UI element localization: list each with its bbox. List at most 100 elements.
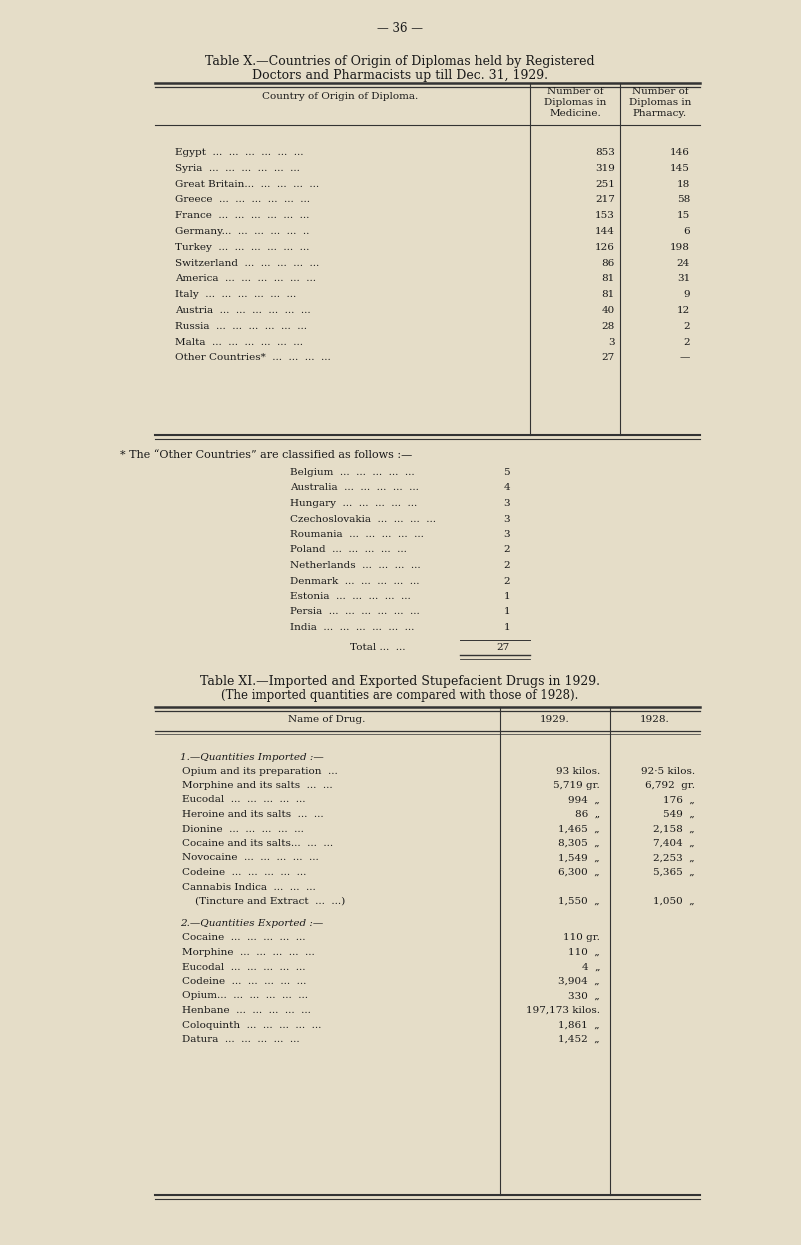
Text: 24: 24 xyxy=(677,259,690,268)
Text: 853: 853 xyxy=(595,148,615,157)
Text: 27: 27 xyxy=(497,642,510,651)
Text: 549  „: 549 „ xyxy=(663,810,695,819)
Text: Codeine  ...  ...  ...  ...  ...: Codeine ... ... ... ... ... xyxy=(182,868,306,876)
Text: — 36 —: — 36 — xyxy=(377,22,423,35)
Text: Table XI.—Imported and Exported Stupefacient Drugs in 1929.: Table XI.—Imported and Exported Stupefac… xyxy=(200,675,600,687)
Text: 1,549  „: 1,549 „ xyxy=(558,854,600,863)
Text: 92·5 kilos.: 92·5 kilos. xyxy=(641,767,695,776)
Text: Datura  ...  ...  ...  ...  ...: Datura ... ... ... ... ... xyxy=(182,1035,300,1045)
Text: India  ...  ...  ...  ...  ...  ...: India ... ... ... ... ... ... xyxy=(290,622,414,632)
Text: 2,253  „: 2,253 „ xyxy=(654,854,695,863)
Text: 3,904  „: 3,904 „ xyxy=(558,977,600,986)
Text: Eucodal  ...  ...  ...  ...  ...: Eucodal ... ... ... ... ... xyxy=(182,796,305,804)
Text: France  ...  ...  ...  ...  ...  ...: France ... ... ... ... ... ... xyxy=(175,212,309,220)
Text: Poland  ...  ...  ...  ...  ...: Poland ... ... ... ... ... xyxy=(290,545,407,554)
Text: 2,158  „: 2,158 „ xyxy=(654,824,695,833)
Text: Syria  ...  ...  ...  ...  ...  ...: Syria ... ... ... ... ... ... xyxy=(175,164,300,173)
Text: 86  „: 86 „ xyxy=(575,810,600,819)
Text: 3: 3 xyxy=(609,337,615,346)
Text: Czechoslovakia  ...  ...  ...  ...: Czechoslovakia ... ... ... ... xyxy=(290,514,436,523)
Text: 217: 217 xyxy=(595,195,615,204)
Text: 1: 1 xyxy=(503,622,510,632)
Text: 1,550  „: 1,550 „ xyxy=(558,896,600,906)
Text: Codeine  ...  ...  ...  ...  ...: Codeine ... ... ... ... ... xyxy=(182,977,306,986)
Text: Opium...  ...  ...  ...  ...  ...: Opium... ... ... ... ... ... xyxy=(182,991,308,1001)
Text: Cocaine and its salts...  ...  ...: Cocaine and its salts... ... ... xyxy=(182,839,333,848)
Text: Great Britain...  ...  ...  ...  ...: Great Britain... ... ... ... ... xyxy=(175,179,319,188)
Text: Diplomas in: Diplomas in xyxy=(544,98,606,107)
Text: 2: 2 xyxy=(683,321,690,331)
Text: 2: 2 xyxy=(503,545,510,554)
Text: Novocaine  ...  ...  ...  ...  ...: Novocaine ... ... ... ... ... xyxy=(182,854,319,863)
Text: 176  „: 176 „ xyxy=(663,796,695,804)
Text: Roumania  ...  ...  ...  ...  ...: Roumania ... ... ... ... ... xyxy=(290,530,424,539)
Text: 40: 40 xyxy=(602,306,615,315)
Text: Henbane  ...  ...  ...  ...  ...: Henbane ... ... ... ... ... xyxy=(182,1006,311,1015)
Text: 81: 81 xyxy=(602,290,615,299)
Text: America  ...  ...  ...  ...  ...  ...: America ... ... ... ... ... ... xyxy=(175,274,316,284)
Text: Malta  ...  ...  ...  ...  ...  ...: Malta ... ... ... ... ... ... xyxy=(175,337,303,346)
Text: 93 kilos.: 93 kilos. xyxy=(556,767,600,776)
Text: Belgium  ...  ...  ...  ...  ...: Belgium ... ... ... ... ... xyxy=(290,468,415,477)
Text: Name of Drug.: Name of Drug. xyxy=(288,715,366,723)
Text: 3: 3 xyxy=(503,530,510,539)
Text: 1,465  „: 1,465 „ xyxy=(558,824,600,833)
Text: 5,719 gr.: 5,719 gr. xyxy=(553,781,600,791)
Text: Heroine and its salts  ...  ...: Heroine and its salts ... ... xyxy=(182,810,324,819)
Text: Estonia  ...  ...  ...  ...  ...: Estonia ... ... ... ... ... xyxy=(290,593,411,601)
Text: 2: 2 xyxy=(503,561,510,570)
Text: Total ...  ...: Total ... ... xyxy=(350,642,412,651)
Text: Australia  ...  ...  ...  ...  ...: Australia ... ... ... ... ... xyxy=(290,483,419,493)
Text: 28: 28 xyxy=(602,321,615,331)
Text: 86: 86 xyxy=(602,259,615,268)
Text: Number of: Number of xyxy=(547,87,603,96)
Text: 15: 15 xyxy=(677,212,690,220)
Text: Hungary  ...  ...  ...  ...  ...: Hungary ... ... ... ... ... xyxy=(290,499,417,508)
Text: 8,305  „: 8,305 „ xyxy=(558,839,600,848)
Text: Persia  ...  ...  ...  ...  ...  ...: Persia ... ... ... ... ... ... xyxy=(290,608,420,616)
Text: 12: 12 xyxy=(677,306,690,315)
Text: * The “Other Countries” are classified as follows :—: * The “Other Countries” are classified a… xyxy=(120,449,413,459)
Text: 2: 2 xyxy=(683,337,690,346)
Text: 6,300  „: 6,300 „ xyxy=(558,868,600,876)
Text: —: — xyxy=(679,354,690,362)
Text: Morphine and its salts  ...  ...: Morphine and its salts ... ... xyxy=(182,781,332,791)
Text: Doctors and Pharmacists up till Dec. 31, 1929.: Doctors and Pharmacists up till Dec. 31,… xyxy=(252,68,548,82)
Text: Egypt  ...  ...  ...  ...  ...  ...: Egypt ... ... ... ... ... ... xyxy=(175,148,304,157)
Text: 146: 146 xyxy=(670,148,690,157)
Text: 1,861  „: 1,861 „ xyxy=(558,1021,600,1030)
Text: 6,792  gr.: 6,792 gr. xyxy=(645,781,695,791)
Text: Austria  ...  ...  ...  ...  ...  ...: Austria ... ... ... ... ... ... xyxy=(175,306,311,315)
Text: 31: 31 xyxy=(677,274,690,284)
Text: 126: 126 xyxy=(595,243,615,251)
Text: 1928.: 1928. xyxy=(640,715,670,723)
Text: 1.—Quantities Imported :—: 1.—Quantities Imported :— xyxy=(180,752,324,762)
Text: Other Countries*  ...  ...  ...  ...: Other Countries* ... ... ... ... xyxy=(175,354,331,362)
Text: Turkey  ...  ...  ...  ...  ...  ...: Turkey ... ... ... ... ... ... xyxy=(175,243,309,251)
Text: Diplomas in: Diplomas in xyxy=(629,98,691,107)
Text: Switzerland  ...  ...  ...  ...  ...: Switzerland ... ... ... ... ... xyxy=(175,259,320,268)
Text: 18: 18 xyxy=(677,179,690,188)
Text: Germany...  ...  ...  ...  ...  ..: Germany... ... ... ... ... .. xyxy=(175,227,309,237)
Text: Coloquinth  ...  ...  ...  ...  ...: Coloquinth ... ... ... ... ... xyxy=(182,1021,321,1030)
Text: 5,365  „: 5,365 „ xyxy=(654,868,695,876)
Text: 144: 144 xyxy=(595,227,615,237)
Text: 153: 153 xyxy=(595,212,615,220)
Text: 1,452  „: 1,452 „ xyxy=(558,1035,600,1045)
Text: 145: 145 xyxy=(670,164,690,173)
Text: 1929.: 1929. xyxy=(540,715,570,723)
Text: Greece  ...  ...  ...  ...  ...  ...: Greece ... ... ... ... ... ... xyxy=(175,195,310,204)
Text: Cocaine  ...  ...  ...  ...  ...: Cocaine ... ... ... ... ... xyxy=(182,934,305,942)
Text: 81: 81 xyxy=(602,274,615,284)
Text: 197,173 kilos.: 197,173 kilos. xyxy=(526,1006,600,1015)
Text: Medicine.: Medicine. xyxy=(549,110,601,118)
Text: Country of Origin of Diploma.: Country of Origin of Diploma. xyxy=(262,92,418,101)
Text: 1: 1 xyxy=(503,608,510,616)
Text: 2: 2 xyxy=(503,576,510,585)
Text: 9: 9 xyxy=(683,290,690,299)
Text: Dionine  ...  ...  ...  ...  ...: Dionine ... ... ... ... ... xyxy=(182,824,304,833)
Text: 198: 198 xyxy=(670,243,690,251)
Text: 330  „: 330 „ xyxy=(568,991,600,1001)
Text: 58: 58 xyxy=(677,195,690,204)
Text: 3: 3 xyxy=(503,499,510,508)
